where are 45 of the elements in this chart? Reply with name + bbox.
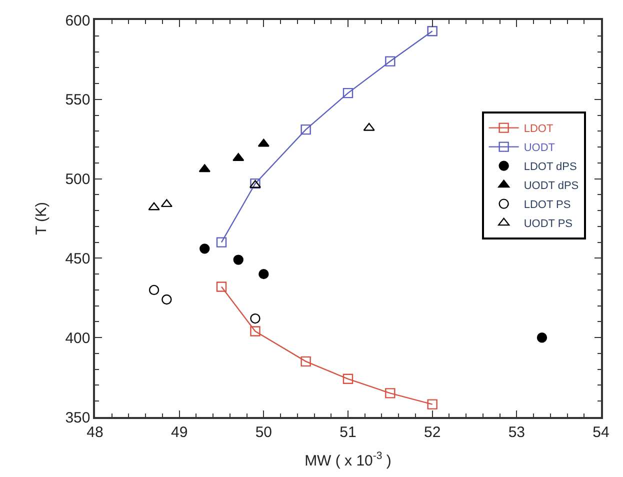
point xyxy=(200,244,210,254)
point xyxy=(162,294,172,305)
legend-label: UODT xyxy=(524,142,556,154)
y-tick-label: 500 xyxy=(65,171,90,188)
point xyxy=(427,399,438,410)
x-tick-label: 53 xyxy=(508,424,526,441)
point xyxy=(216,237,227,248)
point xyxy=(258,138,270,147)
point xyxy=(250,313,260,324)
y-tick-label: 550 xyxy=(65,92,90,109)
y-tick-label: 400 xyxy=(65,330,90,347)
point xyxy=(148,202,160,210)
x-tick-label: 49 xyxy=(170,424,188,441)
point xyxy=(342,374,354,384)
legend-label: UODT PS xyxy=(524,218,573,230)
point xyxy=(198,164,210,172)
legend-label: LDOT PS xyxy=(524,199,571,212)
point xyxy=(427,26,438,36)
x-axis-title: MW ( x 10$^{-3}$ ) xyxy=(304,450,392,470)
point xyxy=(148,284,160,296)
point xyxy=(216,282,227,292)
legend-label: UODT dPS xyxy=(524,180,579,192)
point xyxy=(232,153,244,162)
point xyxy=(342,88,354,98)
point xyxy=(385,388,396,398)
x-tick-label: 51 xyxy=(340,424,356,441)
legend-label: LDOT dPS xyxy=(524,161,577,174)
point xyxy=(160,199,172,208)
y-tick-label: 450 xyxy=(65,250,90,268)
point xyxy=(233,254,244,265)
legend-label: LDOT xyxy=(524,123,554,136)
x-tick-label: 48 xyxy=(86,424,104,441)
x-tick-label: 50 xyxy=(255,424,272,441)
x-tick-label: 54 xyxy=(592,424,610,441)
point xyxy=(363,122,375,131)
point xyxy=(300,124,311,135)
point xyxy=(300,356,311,367)
x-tick-label: 52 xyxy=(424,424,441,441)
point xyxy=(258,268,269,280)
y-tick-label: 600 xyxy=(65,12,90,30)
point xyxy=(536,332,548,343)
y-axis-title: T (K) xyxy=(32,202,50,236)
y-tick-label: 350 xyxy=(65,409,90,426)
point xyxy=(250,326,260,336)
point xyxy=(385,56,396,66)
